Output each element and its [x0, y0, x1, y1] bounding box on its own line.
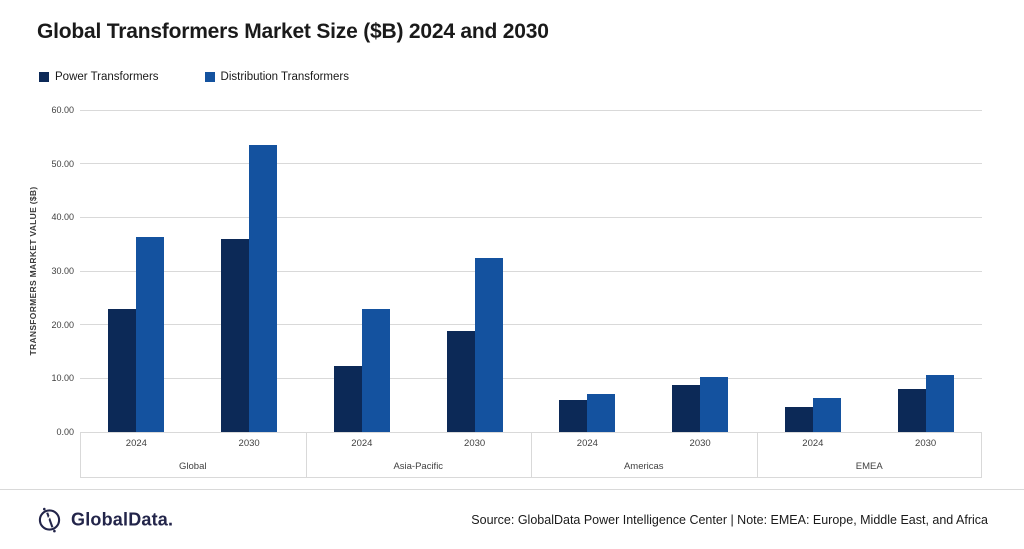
legend: Power Transformers Distribution Transform…	[39, 71, 349, 83]
x-group-label-emea: EMEA	[855, 461, 883, 472]
bar-power-transformers-americas-2030	[672, 385, 701, 432]
brand: GlobalData.	[36, 506, 173, 533]
bar-power-transformers-global-2030	[221, 239, 250, 432]
x-axis-separator-2	[531, 432, 532, 478]
gridline-50	[80, 163, 982, 165]
globaldata-logo-icon	[36, 506, 63, 533]
y-tick-label-10: 10.00	[51, 373, 74, 384]
bar-power-transformers-americas-2024	[559, 399, 588, 432]
bar-distribution-transformers-americas-2030	[700, 377, 729, 432]
legend-item-power-transformers: Power Transformers	[39, 71, 159, 83]
bar-power-transformers-emea-2030	[897, 389, 926, 432]
x-axis-separator-1	[305, 432, 307, 478]
footer: GlobalData. Source: GlobalData Power Int…	[0, 490, 1024, 549]
legend-item-distribution-transformers: Distribution Transformers	[204, 71, 349, 83]
brand-wordmark: GlobalData.	[71, 509, 174, 529]
x-year-label-emea-2030: 2030	[915, 438, 937, 449]
y-tick-label-50: 50.00	[51, 158, 74, 169]
bar-power-transformers-emea-2024	[784, 406, 813, 432]
source-note: Source: GlobalData Power Intelligence Ce…	[471, 512, 988, 527]
legend-label-power-transformers: Power Transformers	[55, 71, 159, 83]
x-axis-separator-0	[80, 432, 81, 478]
y-tick-label-30: 30.00	[51, 266, 74, 276]
y-axis-ticks: 0.00 10.00 20.00 30.00 40.00 50.00 60.00	[0, 105, 74, 437]
legend-swatch-power-transformers	[39, 72, 49, 82]
legend-swatch-distribution-transformers	[204, 72, 215, 82]
x-year-label-emea-2024: 2024	[802, 438, 824, 449]
bar-power-transformers-asia-pacific-2030	[446, 331, 475, 432]
y-tick-label-0: 0.00	[56, 427, 74, 437]
x-year-label-global-2024: 2024	[125, 438, 147, 449]
y-tick-label-20: 20.00	[51, 319, 74, 330]
gridline-30	[80, 270, 982, 272]
gridline-40	[80, 216, 982, 218]
bar-distribution-transformers-americas-2024	[587, 394, 616, 432]
x-year-label-asia-pacific-2030: 2030	[464, 438, 486, 449]
x-axis: 2024 2030 Global 2024 2030 Asia-Pacific 2024 20…	[80, 432, 982, 478]
x-year-label-asia-pacific-2024: 2024	[351, 438, 373, 449]
x-group-label-global: Global	[179, 461, 207, 472]
gridline-60	[80, 109, 982, 111]
footer-divider	[0, 489, 1024, 490]
bar-distribution-transformers-asia-pacific-2030	[474, 257, 503, 432]
x-group-label-americas: Americas	[623, 461, 664, 472]
bar-distribution-transformers-global-2030	[249, 144, 278, 432]
bar-distribution-transformers-emea-2024	[812, 398, 841, 432]
x-group-label-asia-pacific: Asia-Pacific	[393, 461, 444, 472]
gridline-20	[80, 324, 982, 326]
chart-title: Global Transformers Market Size ($B) 202…	[37, 20, 549, 43]
x-year-label-global-2030: 2030	[238, 438, 260, 449]
x-year-label-americas-2030: 2030	[689, 438, 711, 449]
gridline-10	[80, 377, 982, 379]
x-axis-separator-4	[981, 432, 982, 478]
x-year-label-americas-2024: 2024	[576, 438, 598, 449]
y-tick-label-40: 40.00	[51, 212, 74, 223]
legend-label-distribution-transformers: Distribution Transformers	[220, 71, 349, 83]
bar-power-transformers-asia-pacific-2024	[333, 366, 362, 432]
x-axis-separator-3	[756, 432, 758, 478]
y-tick-label-60: 60.00	[51, 105, 74, 115]
bar-distribution-transformers-asia-pacific-2024	[361, 308, 390, 432]
bar-power-transformers-global-2024	[108, 308, 137, 432]
bar-distribution-transformers-global-2024	[136, 237, 165, 432]
bar-distribution-transformers-emea-2030	[925, 374, 954, 432]
plot-area	[80, 109, 982, 433]
